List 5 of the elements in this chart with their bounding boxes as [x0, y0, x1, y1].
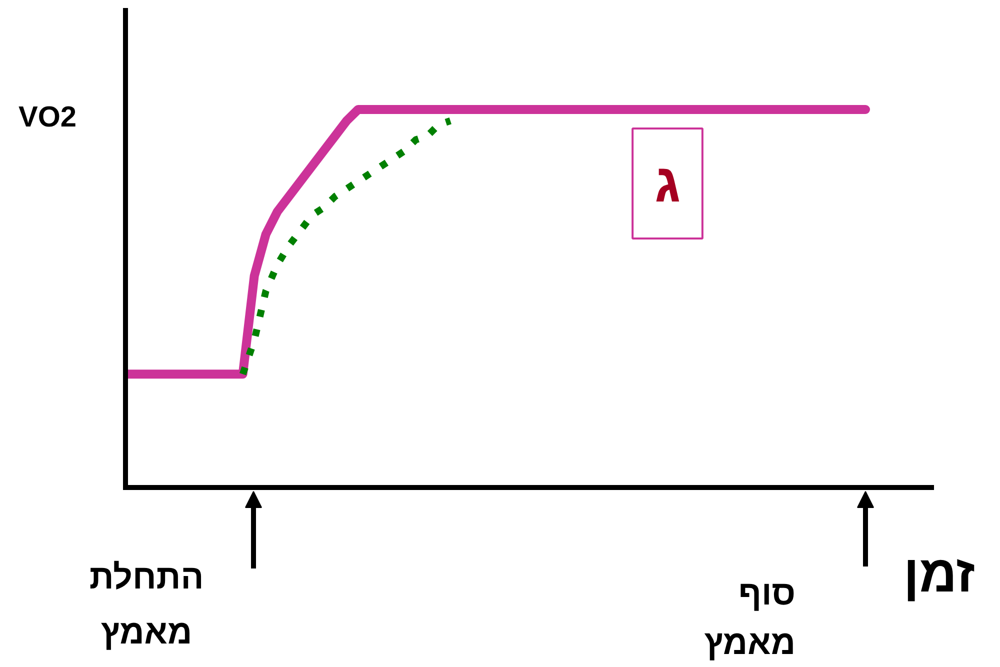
text: התחלת מאמץ — [89, 558, 204, 652]
annotation: ג — [654, 154, 680, 214]
text: סוף מאמץ — [704, 574, 796, 662]
y-axis-title: VO2 — [18, 102, 77, 134]
x-axis-title: זמן — [904, 546, 975, 604]
